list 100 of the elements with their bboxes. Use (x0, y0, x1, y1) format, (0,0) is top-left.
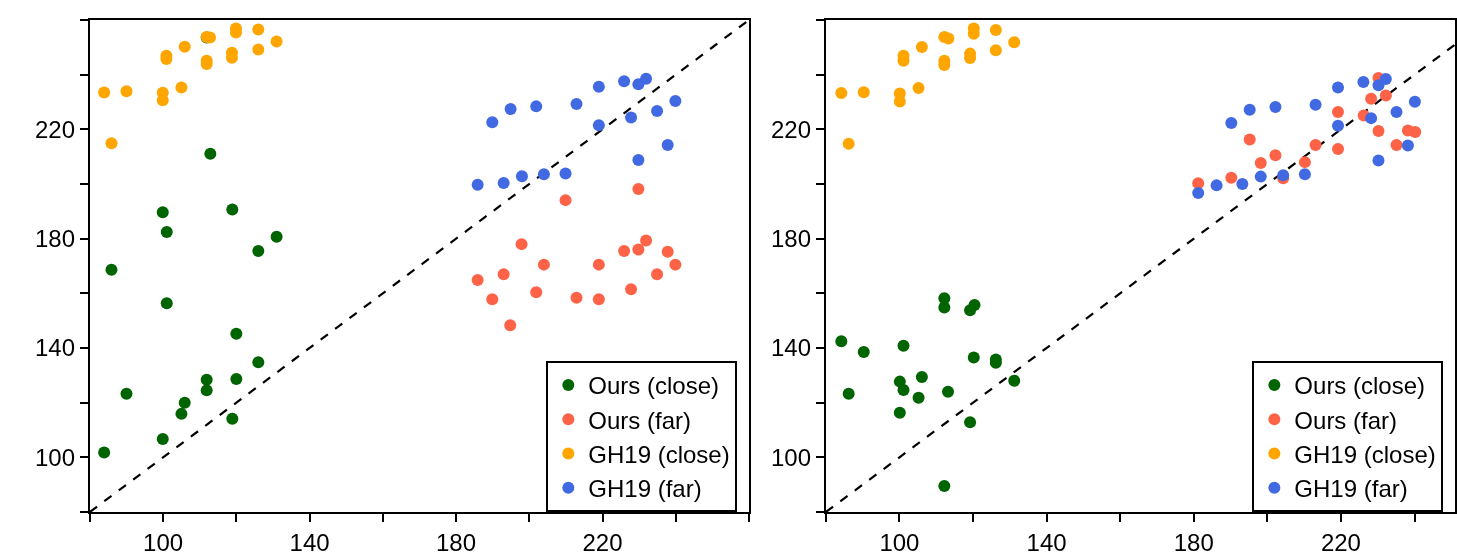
legend-label: Ours (far) (588, 406, 691, 434)
point (175, 81, 188, 94)
point (842, 387, 855, 400)
x-tick-label: 220 (582, 528, 623, 556)
point (1243, 103, 1256, 116)
point (230, 372, 243, 385)
point (1225, 117, 1238, 130)
point (1254, 170, 1267, 183)
point (625, 283, 638, 296)
point (120, 387, 133, 400)
point (504, 319, 517, 332)
point (252, 23, 265, 36)
point (857, 86, 870, 99)
point (897, 339, 910, 352)
point (120, 85, 133, 98)
point (178, 396, 191, 409)
point (1379, 89, 1392, 102)
point (967, 351, 980, 364)
point (1372, 124, 1385, 137)
y-tick-label: 180 (35, 225, 76, 253)
point (938, 480, 951, 493)
point (559, 167, 572, 180)
point (537, 168, 550, 181)
point (105, 263, 118, 276)
point (515, 170, 528, 183)
point (570, 97, 583, 110)
point (497, 176, 510, 189)
point (640, 234, 653, 247)
point (661, 138, 674, 151)
point (1390, 106, 1403, 119)
point (661, 245, 674, 258)
point (156, 206, 169, 219)
point (989, 24, 1002, 37)
point (625, 111, 638, 124)
point (252, 244, 265, 257)
y-tick-label: 180 (771, 225, 812, 253)
legend-label: GH19 (far) (1294, 475, 1408, 503)
point (1357, 76, 1370, 89)
x-tick-label: 140 (289, 528, 330, 556)
legend-label: Ours (close) (1294, 372, 1426, 400)
point (504, 103, 517, 116)
point (204, 147, 217, 160)
point (530, 100, 543, 113)
point (835, 86, 848, 99)
y-tick-label: 220 (771, 115, 812, 143)
point (559, 194, 572, 207)
legend-label: GH19 (close) (588, 440, 730, 468)
point (669, 258, 682, 271)
y-tick-label: 220 (35, 115, 76, 143)
point (592, 80, 605, 93)
point (230, 327, 243, 340)
legend-label: Ours (far) (1294, 406, 1398, 434)
point (1309, 98, 1322, 111)
legend-label: GH19 (far) (588, 475, 702, 503)
point (640, 72, 653, 85)
point (497, 268, 510, 281)
y-tick-label: 140 (35, 334, 76, 362)
point (200, 373, 213, 386)
point (651, 268, 664, 281)
point (178, 40, 191, 53)
point (1379, 73, 1392, 86)
point (98, 446, 111, 459)
legend-label: Ours (close) (588, 372, 720, 400)
point (942, 385, 955, 398)
point (632, 243, 645, 256)
point (570, 291, 583, 304)
point (252, 356, 265, 369)
point (897, 384, 910, 397)
point (1192, 187, 1205, 200)
point (1309, 138, 1322, 151)
point (486, 116, 499, 129)
point (1332, 119, 1344, 132)
point (1365, 112, 1378, 125)
point (964, 304, 977, 317)
point (592, 293, 605, 306)
point (592, 119, 605, 132)
point (1269, 100, 1282, 113)
legend-label: GH19 (close) (1294, 440, 1436, 468)
point (1225, 171, 1238, 184)
x-tick-label: 220 (1320, 528, 1361, 556)
point (1254, 156, 1267, 169)
point (156, 433, 169, 446)
point (618, 244, 631, 257)
point (1365, 92, 1378, 105)
point (486, 293, 499, 306)
x-tick-label: 180 (1173, 528, 1214, 556)
x-tick-label: 100 (879, 528, 920, 556)
point (1401, 139, 1414, 152)
point (200, 384, 213, 397)
point (270, 230, 283, 243)
point (1332, 81, 1344, 94)
point (537, 258, 550, 271)
point (592, 258, 605, 271)
point (226, 412, 239, 425)
point (1243, 133, 1256, 146)
point (471, 273, 484, 286)
point (857, 346, 870, 359)
y-tick-label: 100 (771, 443, 812, 471)
point (160, 297, 173, 310)
point (1008, 374, 1021, 387)
